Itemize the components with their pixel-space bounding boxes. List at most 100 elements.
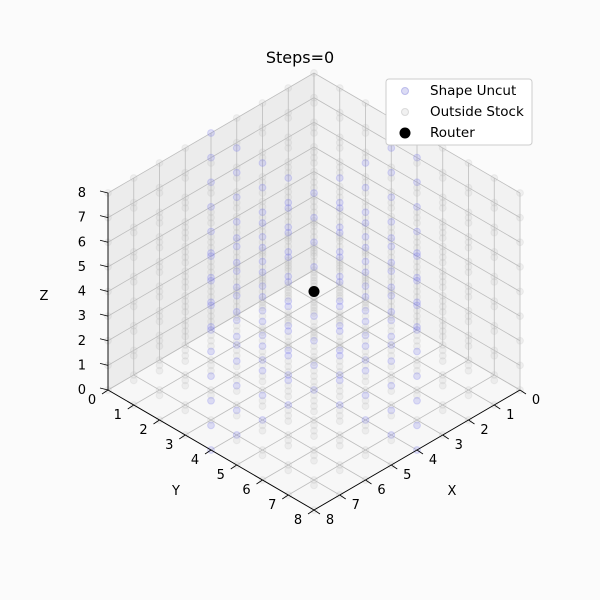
outside-stock-point [438,168,447,177]
outside-stock-point [284,108,293,117]
outside-stock-point [413,292,421,301]
outside-stock-point [490,228,499,237]
outside-stock-point [207,342,215,351]
outside-stock-point [155,317,164,326]
outside-stock-point [310,148,318,157]
outside-stock-point [258,271,267,280]
x-tick-label: 2 [480,423,488,438]
shape-uncut-point [335,253,344,262]
outside-stock-point [438,223,447,232]
outside-stock-point [310,333,318,342]
legend-label-shape-uncut: Shape Uncut [430,83,516,99]
shape-uncut-point [232,234,241,242]
outside-stock-point [207,356,215,364]
outside-stock-point [438,307,447,316]
outside-stock-point [207,282,215,291]
outside-stock-point [413,386,421,394]
outside-stock-point [438,144,447,152]
x-tick [442,434,449,440]
shape-uncut-point [387,234,396,242]
shape-uncut-point [232,381,241,390]
outside-stock-point [284,286,293,295]
z-tick [99,264,109,268]
outside-stock-point [284,291,293,300]
outside-stock-point [438,332,447,341]
shape-uncut-point [335,228,344,237]
outside-stock-point [232,321,241,330]
shape-uncut-point [413,202,421,211]
outside-stock-point [181,406,190,415]
outside-stock-point [438,297,447,306]
outside-stock-point [413,356,421,364]
outside-stock-point [438,327,447,336]
outside-stock-point [490,371,499,379]
outside-stock-point [258,279,267,287]
shape-uncut-point [232,291,241,300]
data-points [104,69,524,514]
outside-stock-point [129,223,138,232]
outside-stock-point [438,406,447,415]
outside-stock-point [361,153,370,162]
outside-stock-point [284,307,293,316]
shape-uncut-point [310,213,318,222]
shape-uncut-point [207,347,215,356]
outside-stock-point [258,273,267,282]
router-point [308,286,320,297]
outside-stock-point [181,307,190,316]
outside-stock-point [181,234,190,242]
outside-stock-point [387,311,396,319]
outside-stock-point [490,198,499,207]
outside-stock-point [155,189,164,197]
shape-uncut-point [207,178,215,187]
shape-uncut-point [284,277,293,286]
outside-stock-point [155,386,164,394]
y-tick [282,494,289,500]
shape-uncut-point [284,253,293,262]
shape-uncut-point [413,347,421,356]
outside-stock-point [387,387,396,396]
outside-stock-point [284,133,293,142]
shape-uncut-point [310,361,318,370]
outside-stock-point [310,268,318,277]
outside-stock-point [310,219,318,227]
outside-stock-point [413,189,421,197]
outside-stock-point [438,283,447,292]
outside-stock-point [181,346,190,355]
outside-stock-point [413,183,421,192]
outside-stock-point [361,446,370,454]
shape-uncut-point [387,431,396,439]
shape-uncut-point [258,243,267,252]
shape-uncut-point [232,193,241,202]
outside-stock-point [335,234,344,242]
grid-line [236,344,443,466]
outside-stock-point [464,282,473,291]
outside-stock-point [310,356,318,364]
shape-uncut-point [284,174,293,182]
outside-stock-point [310,241,318,250]
outside-stock-point [284,187,293,196]
outside-stock-point [155,257,164,266]
outside-stock-point [361,227,370,236]
shape-uncut-point [258,366,267,375]
outside-stock-point [310,142,318,151]
outside-stock-point [284,441,293,450]
shape-uncut-point [310,189,318,197]
shape-uncut-point [258,159,267,167]
shape-uncut-point [361,183,370,192]
outside-stock-point [258,238,267,247]
outside-stock-point [284,337,293,346]
outside-stock-point [284,168,293,177]
shape-uncut-point [284,302,293,311]
outside-stock-point [232,313,241,322]
y-tick-label: 8 [294,513,302,528]
z-tick [99,338,109,342]
outside-stock-point [181,357,190,366]
outside-stock-point [335,431,344,439]
shape-uncut-point [361,257,370,266]
outside-stock-point [310,99,318,107]
outside-stock-point [232,163,241,172]
outside-stock-point [258,377,267,386]
outside-stock-point [181,168,190,177]
outside-stock-point [207,416,215,424]
outside-stock-point [335,406,344,415]
